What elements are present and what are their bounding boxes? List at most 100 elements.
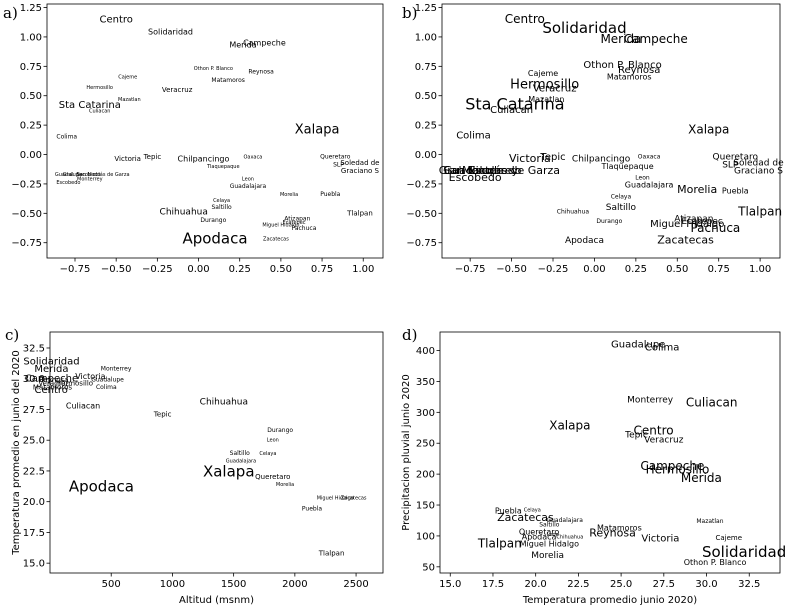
y-tick-label: 1.00 [415,32,437,43]
data-point-label: Reynosa [39,376,69,384]
data-point-label: Solidaridad [542,19,626,37]
data-point-label: Miguel Hidalgo [520,539,579,548]
data-point-label: Pachuca [690,221,740,235]
y-tick-label: 0.50 [415,91,437,102]
y-tick-label: −0.25 [406,179,437,190]
data-point-label: Solidaridad [23,357,79,368]
data-point-label: San Nicolás de Garza [76,171,129,178]
data-point-label: Tlaquepaque [206,164,240,170]
y-tick-label: 100 [416,531,435,542]
x-tick-label: 2500 [343,579,368,590]
data-point-label: Apodaca [522,533,557,542]
data-point-label: Monterrey [462,164,519,177]
data-point-label: Culiacan [686,396,738,410]
data-point-label: Morelia [531,551,564,561]
data-point-label: Leon [635,175,650,182]
data-point-label: Morelia [276,482,294,488]
y-tick-label: 0.75 [20,62,42,73]
data-point-label: Monterrey [101,365,132,372]
data-point-label: Tlalpan [346,209,373,217]
data-point-label: Zacatecas [341,495,367,501]
y-tick-label: 22.5 [23,466,45,477]
data-point-label: Othon P. Blanco [684,558,747,567]
x-axis-label: Altitud (msnm) [179,595,254,606]
data-point-label: Soledad de [340,159,379,167]
data-point-label: Apodaca [565,236,604,246]
y-tick-label: −0.75 [406,238,437,249]
y-tick-label: −0.50 [406,209,437,220]
data-point-label: Guadalajara [546,517,583,524]
y-tick-label: 1.00 [20,32,42,43]
data-point-label: Veracruz [38,380,69,388]
x-tick-label: 0.50 [666,264,688,275]
y-tick-label: 50 [422,562,435,573]
data-point-label: SLP [333,162,344,169]
y-tick-label: 250 [416,439,435,450]
y-tick-label: 30.0 [23,374,45,385]
x-axis-label: Temperatura promedio junio 2020) [522,595,697,606]
data-point-label: Campeche [243,38,286,47]
y-tick-label: −0.50 [11,209,42,220]
data-point-label: Puebla [495,507,522,516]
y-tick-label: 25.0 [23,436,45,447]
x-tick-label: −0.25 [142,264,173,275]
data-point-label: Leon [267,438,279,444]
y-tick-label: 32.5 [23,343,45,354]
y-tick-label: 150 [416,501,435,512]
y-tick-label: −0.25 [11,179,42,190]
data-point-label: SLP [722,161,739,171]
data-point-label: Victoria [641,533,679,544]
panel-1: a) −0.75 −0.50 −0.25 0.00 0.25 0.50 0.75 1.00 −0.… [3,3,384,275]
data-point-label: Reynosa [589,526,636,539]
y-tick-label: 1.25 [20,3,42,14]
data-point-label: Centro [634,423,674,437]
data-point-label: Durango [596,218,622,225]
data-point-label: Reynosa [248,69,274,76]
data-point-label: Morelia [677,183,717,196]
x-tick-label: 17.5 [482,579,504,590]
data-point-label: Sta Catarina [59,100,121,111]
data-point-label: Ecatepec [681,217,722,227]
data-point-label: Guadalajara [226,459,256,465]
data-point-label: Xalapa [549,418,590,432]
data-point-label: Chihuahua [200,398,248,408]
data-point-label: Victoria [114,155,141,163]
data-point-label: Colima [456,131,491,142]
x-tick-label: 22.5 [567,579,589,590]
data-point-label: Chilpancingo [572,155,631,165]
data-point-label: Colima [56,133,77,140]
data-point-label: Othon P. Blanco [583,60,661,71]
x-tick-label: −0.75 [455,264,486,275]
data-point-label: Zacatecas [657,233,714,246]
data-point-label: Merida [681,471,722,485]
data-point-label: Morelia [280,192,298,198]
data-point-label: Pachuca [291,225,316,232]
data-point-label: Chihuahua [556,535,583,541]
data-point-label: Oaxaca [638,153,661,160]
panel-3: c) 500 1000 1500 2000 2500 15.0 17.5 20.0 22.5 25.… [5,326,384,606]
data-point-label: Solidaridad [702,543,786,561]
data-point-label: Miguel Hidalgo [262,223,299,229]
data-point-label: Oaxaca [243,154,262,160]
x-tick-label: 1500 [221,579,246,590]
panel-label: b) [402,4,417,22]
data-point-label: Xalapa [295,122,340,137]
data-point-label: Mazatlan [696,518,723,525]
data-point-label: Reynosa [618,65,660,76]
data-point-label: Monterrey [627,395,674,405]
data-point-label: Leon [547,532,559,538]
panel-4: d) 15.0 17.5 20.0 22.5 25.0 27.5 30.0 32.5 50 100 1… [401,326,786,606]
data-point-label: Chihuahua [160,208,208,218]
x-tick-label: −0.75 [60,264,91,275]
data-point-label: Soledad de [733,158,784,168]
data-point-label: Tepic [153,410,172,418]
data-point-label: Celaya [611,193,632,200]
data-point-label: Durango [267,427,293,434]
x-tick-label: 0.75 [311,264,333,275]
data-point-label: Celaya [524,507,541,513]
data-point-label: Victoria [75,372,105,381]
data-point-label: Atizapan [674,215,713,225]
x-tick-label: −0.50 [496,264,527,275]
data-point-label: Guadalajara [625,181,674,190]
